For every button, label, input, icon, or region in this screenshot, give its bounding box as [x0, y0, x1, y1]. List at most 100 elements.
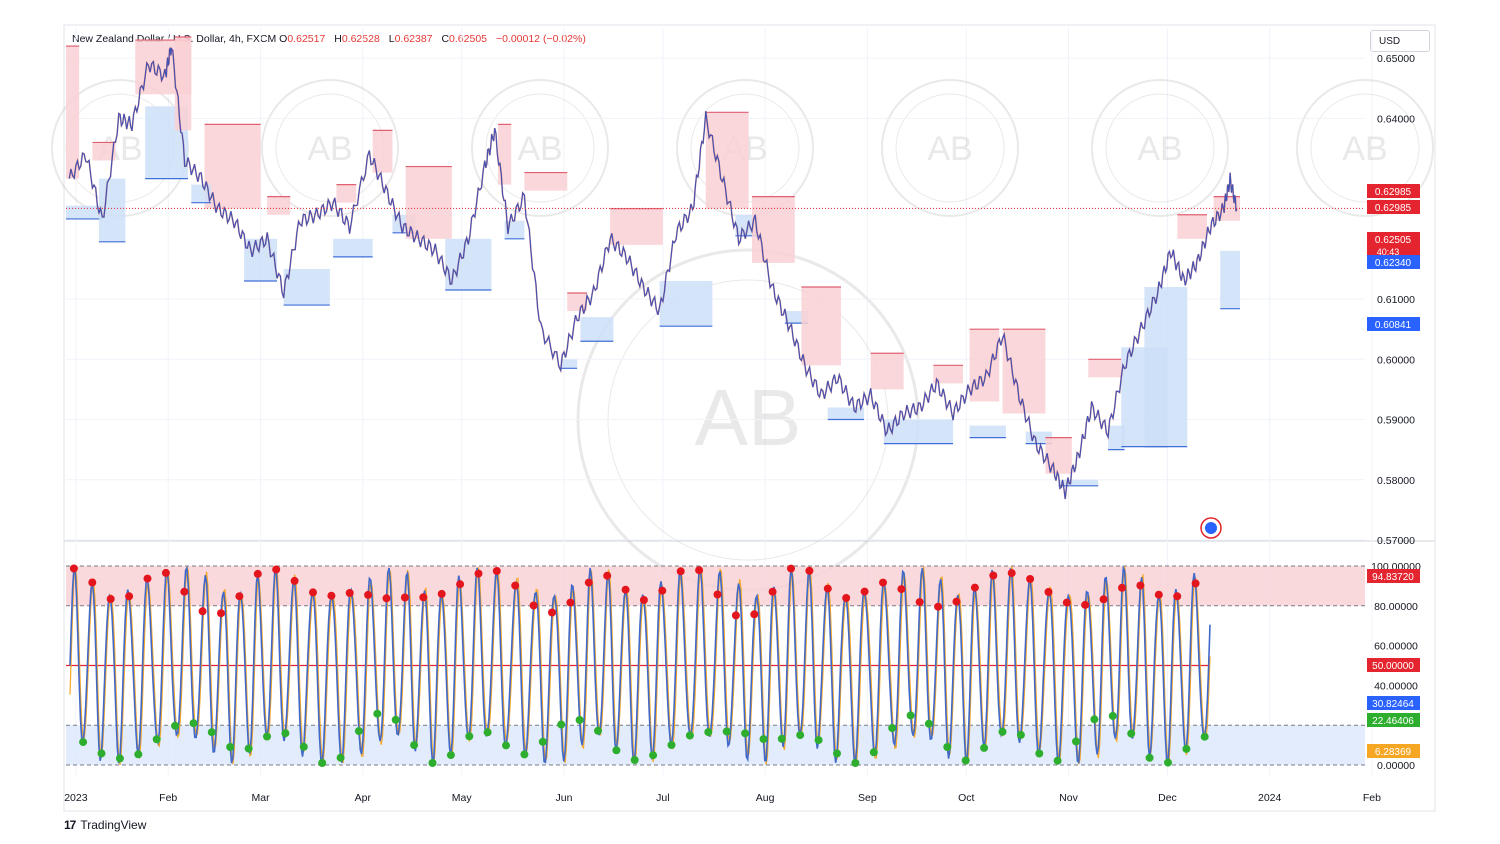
oversold-marker	[134, 750, 143, 759]
overbought-marker	[805, 566, 814, 575]
support-zone	[1108, 425, 1125, 450]
x-tick-label: Nov	[1059, 792, 1078, 804]
oversold-marker	[171, 721, 180, 730]
oscillator-scale-label: 22.46406	[1372, 716, 1414, 727]
overbought-marker	[695, 566, 704, 575]
support-zone	[827, 407, 865, 420]
support-zone	[98, 178, 126, 242]
overbought-marker	[639, 596, 648, 604]
oversold-marker	[207, 728, 216, 737]
overbought-marker	[106, 595, 115, 603]
overbought-marker	[161, 568, 170, 577]
oversold-marker	[336, 753, 345, 762]
overbought-marker	[400, 593, 409, 602]
oscillator-scale-label-bg	[1367, 713, 1420, 727]
oversold-marker	[722, 727, 731, 736]
oversold-marker	[851, 759, 860, 767]
overbought-marker	[584, 578, 593, 587]
overbought-marker	[934, 602, 943, 611]
oversold-marker	[649, 751, 658, 760]
oversold-marker	[1127, 729, 1136, 738]
oversold-marker	[152, 735, 161, 744]
overbought-marker	[1118, 583, 1126, 592]
overbought-marker	[125, 592, 134, 601]
oversold-marker	[888, 724, 897, 732]
overbought-marker	[750, 610, 759, 619]
oscillator-band	[66, 566, 1365, 606]
x-tick-label: May	[452, 792, 473, 804]
oversold-marker	[1182, 744, 1191, 753]
overbought-marker	[879, 578, 887, 587]
oversold-marker	[1108, 711, 1117, 720]
oversold-marker	[502, 741, 510, 750]
oversold-marker	[410, 741, 419, 750]
low-label: L	[388, 33, 395, 45]
tradingview-logo[interactable]: 17 TradingView	[64, 818, 146, 832]
y-tick-label: 0.58000	[1377, 475, 1415, 487]
oversold-marker	[998, 727, 1007, 736]
oversold-marker	[1053, 756, 1062, 765]
x-tick-label: Sep	[858, 792, 877, 804]
watermark-seal	[471, 79, 609, 217]
overbought-marker	[69, 564, 78, 573]
resistance-zone	[336, 184, 357, 203]
resistance-zone	[933, 365, 963, 384]
oversold-marker	[759, 735, 768, 744]
overbought-marker	[860, 587, 869, 596]
watermark-monogram: AB	[517, 130, 562, 168]
x-tick-label: Aug	[756, 792, 775, 804]
symbol-title: New Zealand Dollar / U.S. Dollar, 4h, FX…	[72, 33, 277, 45]
overbought-marker	[456, 580, 465, 589]
oscillator-scale-label-bg	[1367, 658, 1420, 672]
oscillator-scale-label: 94.83720	[1372, 572, 1414, 583]
oversold-marker	[428, 759, 437, 767]
resistance-zone	[610, 208, 663, 245]
resistance-zone	[372, 130, 393, 173]
y-tick-label: 0.64000	[1377, 113, 1415, 125]
watermark-seal-inner	[1105, 93, 1215, 203]
support-zone	[883, 419, 954, 444]
support-zone	[333, 238, 373, 257]
currency-button[interactable]: USD	[1370, 30, 1430, 52]
support-zone	[659, 280, 713, 327]
overbought-marker	[492, 567, 501, 575]
support-zone	[1144, 287, 1188, 447]
oversold-marker	[777, 734, 786, 743]
oversold-marker	[391, 715, 400, 724]
support-zone	[191, 184, 212, 203]
watermark-monogram: AB	[307, 130, 352, 168]
change-value: −0.00012 (−0.02%)	[495, 33, 586, 45]
watermark-monogram: AB	[1137, 130, 1182, 168]
y-tick-label: 0.65000	[1377, 53, 1415, 65]
overbought-marker	[1081, 600, 1090, 609]
overbought-marker	[88, 578, 97, 587]
price-scale-label: 0.62985	[1375, 203, 1412, 214]
price-scale-label: 0.62340	[1375, 258, 1412, 269]
x-tick-label: Jun	[555, 792, 572, 804]
watermark-monogram: AB	[927, 130, 972, 168]
overbought-marker	[1007, 569, 1016, 578]
overbought-marker	[952, 597, 961, 606]
oversold-marker	[115, 754, 124, 763]
x-tick-label: Dec	[1158, 792, 1177, 804]
resistance-zone	[174, 37, 192, 131]
oversold-marker	[1164, 758, 1172, 767]
watermark-seal-inner	[1310, 93, 1420, 203]
overbought-marker	[768, 587, 777, 596]
oversold-marker	[924, 719, 933, 728]
price-scale-label-bg	[1367, 232, 1420, 258]
overbought-marker	[915, 598, 924, 607]
x-tick-label: Jul	[656, 792, 669, 804]
overbought-marker	[382, 594, 391, 603]
overbought-marker	[235, 592, 244, 601]
watermark-seal-inner	[485, 93, 595, 203]
oversold-marker	[465, 732, 474, 741]
support-zone	[283, 268, 330, 306]
oversold-marker	[354, 727, 363, 736]
high-label: H	[334, 33, 342, 45]
resistance-zone	[405, 166, 452, 239]
resistance-zone	[66, 46, 80, 179]
low-value: 0.62387	[394, 33, 433, 45]
open-label: O	[279, 33, 288, 45]
